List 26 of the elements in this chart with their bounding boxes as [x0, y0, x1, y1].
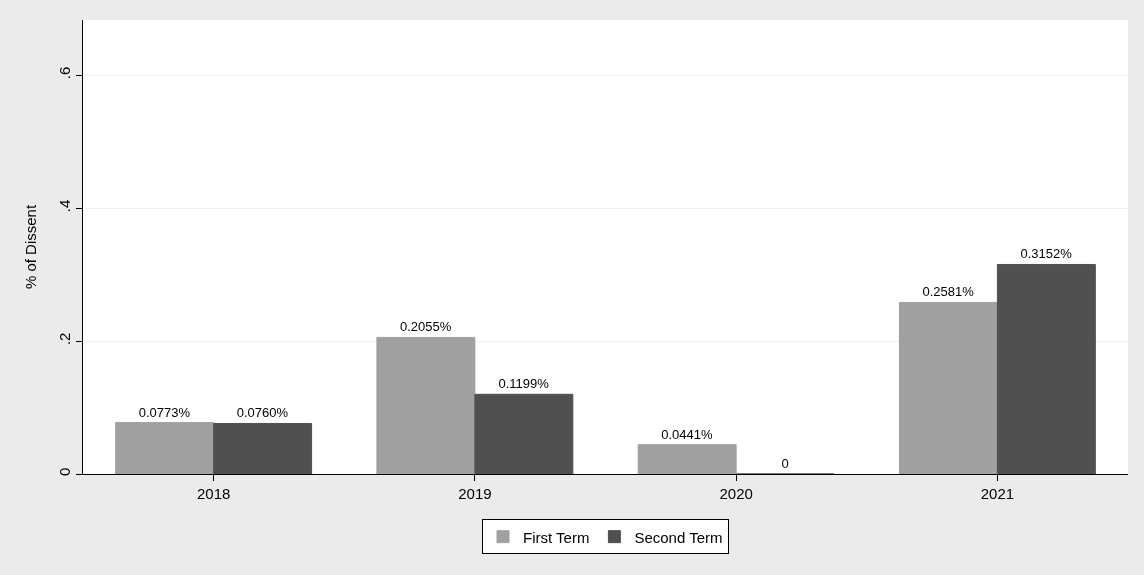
data-label: 0.0441% — [661, 426, 714, 442]
data-label: 0 — [781, 456, 789, 471]
data-label: 0.2055% — [400, 319, 452, 335]
data-label: 0.3152% — [1020, 246, 1073, 262]
x-tick-label: 2018 — [196, 485, 231, 502]
y-axis-title: % of Dissent — [22, 204, 40, 290]
y-tick-label: .2 — [56, 332, 73, 346]
bar — [474, 393, 574, 474]
legend-label: First Term — [523, 528, 590, 546]
bar — [213, 422, 313, 474]
bar — [376, 336, 476, 474]
bar — [637, 444, 737, 474]
y-tick-label: .6 — [56, 66, 73, 80]
x-tick-label: 2019 — [458, 485, 492, 502]
data-label: 0.2581% — [922, 284, 975, 300]
bar — [115, 422, 215, 474]
y-tick-label: 0 — [56, 467, 73, 476]
x-tick-label: 2021 — [980, 485, 1015, 502]
data-label: 0.0760% — [236, 405, 289, 421]
bar — [898, 301, 998, 474]
legend-label: Second Term — [634, 528, 723, 546]
x-tick-label: 2020 — [719, 485, 753, 502]
data-label: 0.1199% — [498, 376, 550, 392]
data-label: 0.0773% — [138, 404, 191, 420]
y-tick-label: .4 — [56, 199, 73, 213]
bar — [996, 263, 1096, 474]
